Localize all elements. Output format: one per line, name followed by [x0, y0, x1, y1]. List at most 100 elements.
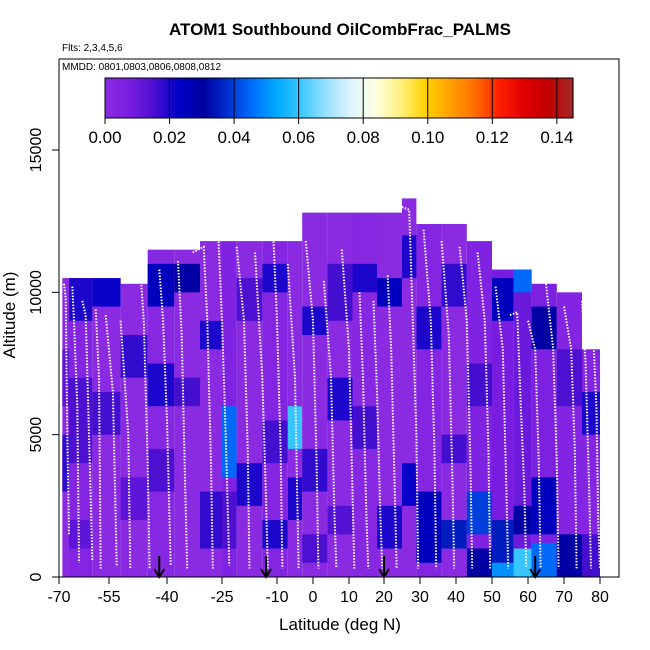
- flight-track: [440, 241, 456, 569]
- colorbar-swatch: [526, 78, 531, 118]
- heatmap-cell: [582, 534, 600, 577]
- x-tick-label: -70: [47, 589, 70, 606]
- heatmap-cell: [327, 263, 353, 321]
- colorbar-swatch: [452, 78, 457, 118]
- colorbar-swatch: [191, 78, 196, 118]
- colorbar-tick-label: 0.08: [347, 128, 380, 147]
- colorbar-swatch: [552, 78, 557, 118]
- colorbar-swatch: [479, 78, 484, 118]
- colorbar-tick-label: 0.12: [476, 128, 509, 147]
- colorbar-swatch: [248, 78, 253, 118]
- colorbar-swatch: [111, 78, 116, 118]
- heatmap-cell: [287, 477, 303, 521]
- heatmap-cell: [69, 377, 93, 464]
- colorbar-swatch: [155, 78, 160, 118]
- colorbar-swatch: [295, 78, 300, 118]
- x-axis-label: Latitude (deg N): [279, 615, 401, 634]
- colorbar-swatch: [171, 78, 176, 118]
- heatmap-cell: [222, 491, 237, 549]
- colorbar-swatch: [108, 78, 113, 118]
- y-tick-label: 10000: [28, 270, 45, 315]
- colorbar-swatch: [539, 78, 544, 118]
- flight-track: [458, 246, 474, 569]
- heatmap-cell: [416, 491, 442, 563]
- colorbar-swatch: [536, 78, 541, 118]
- x-tick-label: 10: [340, 589, 358, 606]
- colorbar-swatch: [131, 78, 136, 118]
- colorbar-swatch: [258, 78, 263, 118]
- colorbar-swatch: [335, 78, 340, 118]
- x-tick-label: -10: [265, 589, 288, 606]
- heatmap-cell: [69, 520, 93, 549]
- colorbar-swatch: [566, 78, 571, 118]
- heatmap-cell: [62, 434, 69, 492]
- heatmap-cell: [302, 306, 328, 336]
- heatmap-cell: [377, 278, 402, 307]
- colorbar-swatch: [469, 78, 474, 118]
- colorbar-swatch: [449, 78, 454, 118]
- colorbar-tick-label: 0.02: [153, 128, 186, 147]
- colorbar-swatch: [359, 78, 363, 118]
- heatmap-cell: [556, 349, 582, 407]
- flight-track: [422, 229, 438, 569]
- colorbar-swatch: [322, 78, 327, 118]
- heatmap-cell: [262, 420, 288, 464]
- heatmap-cell: [200, 320, 222, 350]
- x-tick-label: -25: [210, 589, 233, 606]
- colorbar-swatch: [312, 78, 317, 118]
- colorbar-swatch: [435, 78, 440, 118]
- colorbar-swatch: [345, 78, 350, 118]
- colorbar-swatch: [445, 78, 450, 118]
- heatmap-cell: [466, 491, 492, 535]
- colorbar-swatch: [399, 78, 404, 118]
- colorbar-swatch: [218, 78, 223, 118]
- colorbar-swatch: [355, 78, 360, 118]
- flight-track: [401, 205, 420, 569]
- colorbar-swatch: [128, 78, 133, 118]
- colorbar-swatch: [512, 78, 517, 118]
- flight-track: [476, 252, 492, 569]
- colorbar-swatch: [268, 78, 273, 118]
- colorbar-tick-label: 0.10: [411, 128, 444, 147]
- colorbar-swatch: [242, 78, 246, 118]
- colorbar-swatch: [165, 78, 170, 118]
- colorbar-swatch: [546, 78, 551, 118]
- heatmap-cell: [466, 363, 492, 407]
- heatmap-cell: [92, 278, 121, 307]
- colorbar-swatch: [405, 78, 410, 118]
- colorbar-swatch: [556, 78, 561, 118]
- plot-frame: [58, 58, 620, 578]
- flight-track: [563, 306, 578, 569]
- colorbar-swatch: [516, 78, 521, 118]
- colorbar-swatch: [215, 78, 220, 118]
- colorbar-swatch: [419, 78, 424, 118]
- colorbar-swatch: [178, 78, 183, 118]
- colorbar-swatch: [332, 78, 337, 118]
- flight-track: [119, 320, 132, 569]
- flight-track: [177, 260, 189, 569]
- colorbar-tick-label: 0.06: [282, 128, 315, 147]
- heatmap-cell: [441, 263, 467, 307]
- colorbar-swatch: [492, 78, 497, 118]
- heatmap-cell: [513, 548, 532, 577]
- colorbar-swatch: [429, 78, 434, 118]
- heatmap-column: [513, 269, 532, 577]
- colorbar-swatch: [375, 78, 380, 118]
- heatmap-cell: [402, 463, 417, 506]
- colorbar-swatch: [392, 78, 397, 118]
- colorbar-swatch: [482, 78, 487, 118]
- colorbar-swatch: [275, 78, 280, 118]
- colorbar-swatch: [462, 78, 467, 118]
- colorbar-swatch: [235, 78, 240, 118]
- heatmap-cell: [513, 505, 532, 535]
- colorbar-swatch: [318, 78, 323, 118]
- colorbar-swatch: [298, 78, 303, 118]
- colorbar-swatch: [382, 78, 387, 118]
- colorbar-tick-label: 0.00: [88, 128, 121, 147]
- colorbar-swatch: [499, 78, 504, 118]
- colorbar-swatch: [272, 78, 277, 118]
- heatmap-cell: [492, 562, 514, 577]
- colorbar-swatch: [519, 78, 524, 118]
- flight-track: [272, 235, 284, 569]
